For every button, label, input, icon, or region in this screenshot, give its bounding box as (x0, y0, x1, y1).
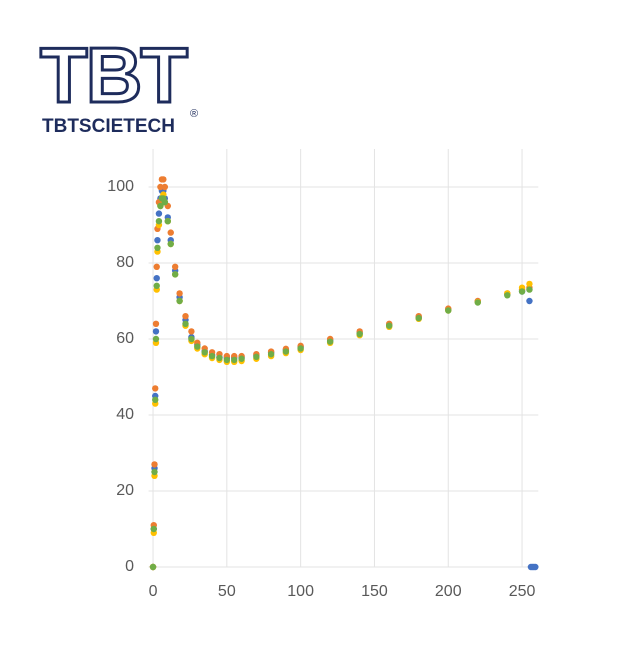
point (182, 320, 189, 327)
point (153, 263, 160, 270)
point (153, 275, 160, 282)
x-tick-label: 150 (361, 583, 388, 600)
y-tick-label: 0 (125, 558, 134, 575)
point (152, 396, 159, 403)
point (526, 297, 533, 305)
point (155, 218, 163, 225)
point (152, 320, 160, 327)
point (151, 461, 158, 468)
point (167, 240, 174, 248)
point (253, 353, 260, 361)
point (415, 314, 422, 322)
point (155, 210, 163, 217)
point (201, 349, 208, 356)
y-tick-label: 60 (116, 330, 134, 347)
y-tick-label: 100 (107, 178, 134, 195)
point (267, 351, 275, 358)
x-tick-label: 50 (218, 583, 236, 600)
point (171, 271, 179, 278)
x-tick-label: 200 (435, 583, 462, 600)
point (150, 525, 157, 533)
point (526, 280, 533, 288)
point (152, 328, 160, 335)
point (160, 176, 167, 183)
logo: TBT (40, 31, 190, 119)
point (504, 292, 511, 299)
point (518, 288, 526, 295)
point (208, 352, 216, 360)
point (152, 335, 160, 343)
point (216, 354, 223, 362)
y-tick-label: 20 (116, 482, 134, 499)
point (176, 297, 183, 305)
point (157, 183, 164, 191)
x-tick-label: 250 (509, 583, 536, 600)
point (151, 468, 158, 476)
point (356, 330, 363, 338)
point (188, 335, 195, 343)
point (154, 237, 161, 244)
point (282, 348, 290, 355)
point (152, 385, 159, 392)
point (474, 299, 481, 306)
point (154, 244, 161, 251)
point (153, 282, 160, 289)
brand-name: TBTSCIETECH (42, 116, 175, 137)
y-tick-label: 80 (116, 254, 134, 271)
point (176, 290, 183, 297)
point (532, 563, 539, 571)
point (194, 343, 201, 350)
point (238, 355, 245, 362)
point (149, 563, 157, 571)
point (445, 307, 452, 314)
point (223, 356, 231, 364)
point (326, 338, 334, 345)
x-tick-label: 100 (287, 583, 314, 600)
x-tick-label: 0 (149, 583, 158, 600)
point (526, 286, 533, 293)
point (297, 345, 304, 352)
point (161, 183, 169, 191)
point (167, 229, 174, 236)
point (161, 199, 169, 206)
point (231, 356, 238, 364)
point (188, 328, 195, 335)
point (386, 322, 393, 329)
point (157, 202, 164, 210)
point (164, 218, 171, 225)
y-tick-label: 40 (116, 406, 134, 423)
brand-mark: ® (190, 108, 198, 120)
point (171, 263, 179, 270)
point (182, 313, 189, 320)
